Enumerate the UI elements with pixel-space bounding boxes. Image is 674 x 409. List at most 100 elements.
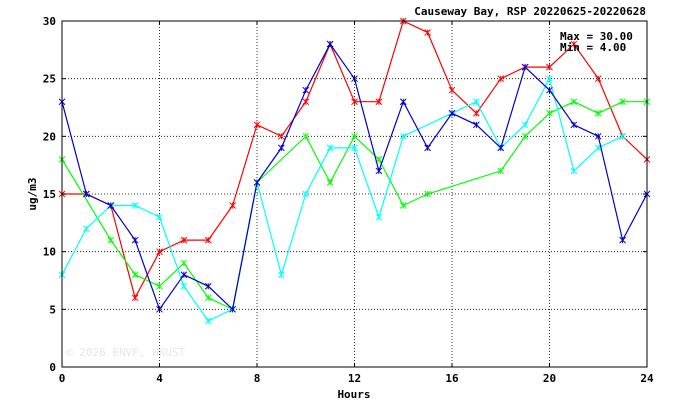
data-point (302, 98, 310, 106)
data-point (351, 98, 358, 106)
axis-ticks: 0 4 8 12 16 20 24 0 5 10 15 20 25 30 (43, 15, 654, 385)
data-point (619, 236, 626, 244)
data-point (107, 202, 115, 209)
x-tick-label: 24 (640, 372, 654, 385)
data-point (570, 40, 578, 48)
data-point (302, 190, 310, 198)
data-point (253, 179, 261, 186)
data-point (253, 121, 261, 129)
data-point (594, 75, 602, 83)
data-point (546, 109, 553, 117)
y-tick-label: 10 (43, 246, 56, 259)
data-point (594, 132, 602, 140)
data-point (473, 98, 480, 106)
data-point (473, 109, 480, 117)
data-point (229, 202, 236, 209)
data-point (156, 282, 163, 290)
data-point (326, 179, 334, 186)
y-tick-label: 0 (49, 361, 56, 374)
data-point (131, 271, 139, 279)
data-point (326, 144, 334, 152)
data-point (204, 294, 212, 302)
data-point (302, 132, 310, 140)
y-tick-label: 25 (43, 73, 56, 86)
data-point (180, 259, 188, 267)
data-point (278, 132, 285, 140)
data-point (497, 167, 505, 175)
data-point (546, 86, 553, 94)
series-1 (58, 98, 651, 313)
data-point (521, 132, 529, 140)
x-tick-label: 0 (59, 372, 66, 385)
x-tick-label: 12 (348, 372, 361, 385)
y-tick-label: 30 (43, 15, 56, 28)
data-point (521, 121, 529, 129)
data-point (424, 190, 431, 198)
data-point (83, 190, 90, 198)
data-point (570, 121, 578, 129)
data-point (448, 86, 456, 94)
data-point (326, 40, 334, 48)
data-point (424, 144, 431, 152)
x-tick-label: 8 (254, 372, 261, 385)
data-point (351, 132, 358, 140)
series-2 (58, 75, 626, 325)
series-group (58, 17, 651, 325)
data-point (546, 63, 553, 71)
series-3 (58, 40, 651, 313)
x-tick-label: 16 (445, 372, 459, 385)
series-line (61, 77, 623, 322)
min-label: Min = 4.00 (560, 41, 626, 54)
data-point (180, 282, 188, 290)
data-point (180, 236, 188, 244)
y-tick-label: 20 (43, 130, 56, 143)
data-point (473, 121, 480, 129)
data-point (570, 98, 578, 106)
data-point (204, 282, 212, 290)
data-point (448, 109, 456, 117)
data-point (180, 271, 188, 279)
data-point (351, 144, 358, 152)
data-point (204, 236, 212, 244)
data-point (619, 98, 626, 106)
x-tick-label: 20 (543, 372, 556, 385)
chart-title: Causeway Bay, RSP 20220625-20220628 (414, 5, 646, 18)
y-axis-label: ug/m3 (26, 177, 39, 210)
data-point (424, 29, 431, 36)
y-tick-label: 15 (43, 188, 56, 201)
data-point (375, 98, 383, 106)
data-point (131, 294, 139, 302)
x-tick-label: 4 (156, 372, 163, 385)
data-point (497, 75, 505, 83)
x-axis-label: Hours (337, 388, 370, 401)
data-point (131, 202, 139, 209)
grid-lines (62, 21, 647, 367)
data-point (497, 144, 505, 152)
data-point (399, 98, 407, 106)
data-point (399, 132, 407, 140)
data-point (229, 305, 236, 313)
data-point (156, 248, 163, 256)
data-point (278, 271, 285, 279)
data-point (83, 225, 90, 232)
data-point (594, 109, 602, 117)
data-point (399, 202, 407, 209)
data-point (375, 213, 383, 221)
max-label: Max = 30.00 (560, 30, 633, 43)
data-point (156, 305, 163, 313)
data-point (375, 167, 383, 175)
data-point (302, 86, 310, 94)
data-point (570, 167, 578, 175)
data-point (619, 132, 626, 140)
data-point (107, 236, 115, 244)
watermark: © 2026 ENVF, HKUST (66, 346, 186, 359)
data-point (278, 144, 285, 152)
data-point (156, 213, 163, 221)
data-point (351, 75, 358, 83)
data-point (131, 236, 139, 244)
y-tick-label: 5 (49, 303, 56, 316)
data-point (521, 63, 529, 71)
data-point (204, 317, 212, 325)
data-point (546, 75, 553, 83)
